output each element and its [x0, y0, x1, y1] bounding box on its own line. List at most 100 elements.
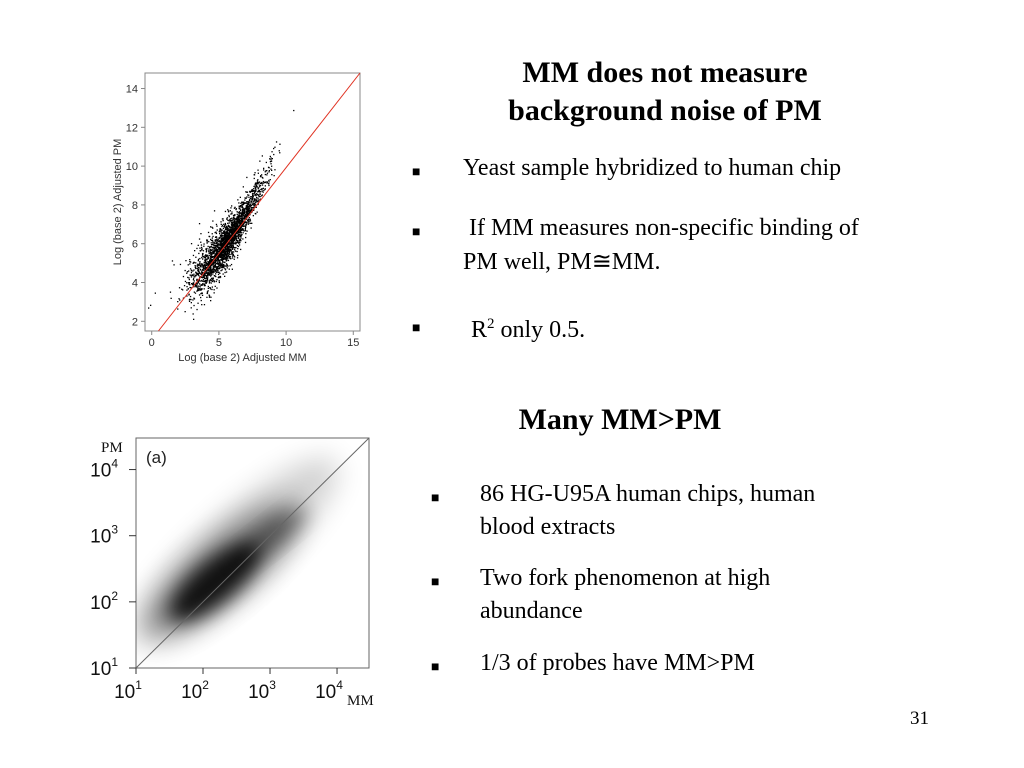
- scatter-point: [232, 239, 234, 241]
- scatter-point: [211, 226, 213, 228]
- scatter-point: [258, 184, 261, 186]
- scatter-point: [263, 167, 265, 169]
- scatter-point: [231, 213, 233, 215]
- scatter-point: [220, 242, 222, 244]
- scatter-point: [227, 226, 229, 228]
- scatter-point: [221, 267, 224, 269]
- scatter-point: [189, 268, 192, 270]
- scatter-point: [209, 262, 212, 264]
- scatter-point: [191, 283, 193, 285]
- scatter-point: [242, 228, 244, 230]
- scatter-point: [220, 234, 223, 236]
- scatter-point: [239, 215, 241, 218]
- scatter-point: [228, 233, 231, 235]
- scatter-point: [192, 254, 195, 257]
- scatter-point: [241, 222, 243, 224]
- scatter-point: [237, 227, 239, 230]
- scatter-point: [203, 267, 205, 269]
- scatter-point: [256, 183, 258, 185]
- scatter-point: [229, 226, 231, 228]
- scatter-point: [214, 231, 216, 234]
- scatter-point: [205, 275, 208, 277]
- scatter-point: [224, 226, 226, 228]
- scatter-point: [250, 200, 253, 203]
- scatter-point: [216, 242, 218, 244]
- scatter-point: [231, 233, 234, 236]
- scatter-point: [225, 253, 227, 255]
- scatter-point: [228, 241, 230, 243]
- scatter-point: [186, 271, 189, 273]
- scatter-point: [230, 243, 232, 245]
- scatter-point: [255, 193, 257, 195]
- y-tick-label: 12: [126, 122, 138, 134]
- scatter-point: [233, 239, 235, 241]
- y-tick-label: 103: [90, 523, 118, 548]
- scatter-point: [211, 244, 213, 246]
- scatter-point: [251, 198, 254, 200]
- scatter-point: [223, 232, 225, 234]
- scatter-point: [254, 184, 256, 186]
- scatter-point: [229, 243, 231, 245]
- scatter-point: [193, 277, 195, 279]
- scatter-point: [268, 181, 270, 183]
- scatter-point: [279, 143, 281, 145]
- scatter-point: [220, 266, 222, 268]
- scatter-point: [231, 217, 233, 219]
- scatter-point: [179, 299, 181, 301]
- scatter-point: [235, 226, 237, 228]
- scatter-point: [240, 248, 242, 251]
- scatter-point: [231, 241, 233, 244]
- scatter-point: [230, 253, 233, 255]
- scatter-point: [232, 224, 234, 226]
- scatter-point: [204, 273, 206, 275]
- scatter-point: [248, 207, 250, 209]
- scatter-point: [244, 230, 247, 232]
- scatter-point: [183, 285, 186, 287]
- scatter-point: [205, 248, 207, 250]
- scatter-point: [257, 183, 259, 185]
- scatter-point: [241, 228, 243, 231]
- scatter-point: [219, 231, 221, 233]
- scatter-point: [240, 225, 242, 228]
- scatter-point: [225, 227, 227, 229]
- scatter-point: [221, 246, 223, 248]
- scatter-point: [222, 240, 225, 242]
- scatter-point: [248, 212, 250, 214]
- scatter-point: [233, 226, 236, 228]
- scatter-point: [194, 250, 196, 252]
- scatter-point: [204, 256, 206, 258]
- scatter-point: [219, 253, 221, 255]
- scatter-point: [205, 258, 207, 260]
- scatter-point: [227, 237, 229, 239]
- scatter-point: [257, 190, 259, 192]
- y-axis-label: Log (base 2) Adjusted PM: [112, 139, 124, 266]
- scatter-point: [185, 260, 187, 262]
- scatter-point: [244, 208, 246, 210]
- scatter-point: [219, 267, 221, 270]
- scatter-point: [206, 263, 209, 265]
- scatter-point: [186, 295, 188, 297]
- scatter-point: [190, 261, 192, 263]
- scatter-point: [232, 254, 234, 257]
- scatter-point: [198, 264, 200, 266]
- scatter-point: [217, 262, 219, 265]
- scatter-point: [224, 247, 226, 249]
- scatter-point: [218, 266, 220, 268]
- scatter-point: [226, 218, 228, 220]
- scatter-point: [248, 211, 251, 214]
- scatter-point: [211, 280, 214, 283]
- scatter-point: [252, 194, 254, 196]
- scatter-point: [224, 275, 226, 277]
- scatter-point: [218, 243, 220, 245]
- scatter-point: [198, 285, 200, 287]
- scatter-point: [219, 275, 221, 278]
- scatter-point: [233, 228, 235, 231]
- scatter-point: [210, 256, 212, 259]
- section1-title: MM does not measure background noise of …: [430, 54, 900, 130]
- scatter-point: [220, 244, 222, 247]
- scatter-point: [187, 264, 189, 266]
- scatter-point: [252, 204, 254, 206]
- scatter-point: [249, 208, 251, 210]
- scatter-point: [246, 223, 248, 225]
- scatter-point: [201, 248, 203, 251]
